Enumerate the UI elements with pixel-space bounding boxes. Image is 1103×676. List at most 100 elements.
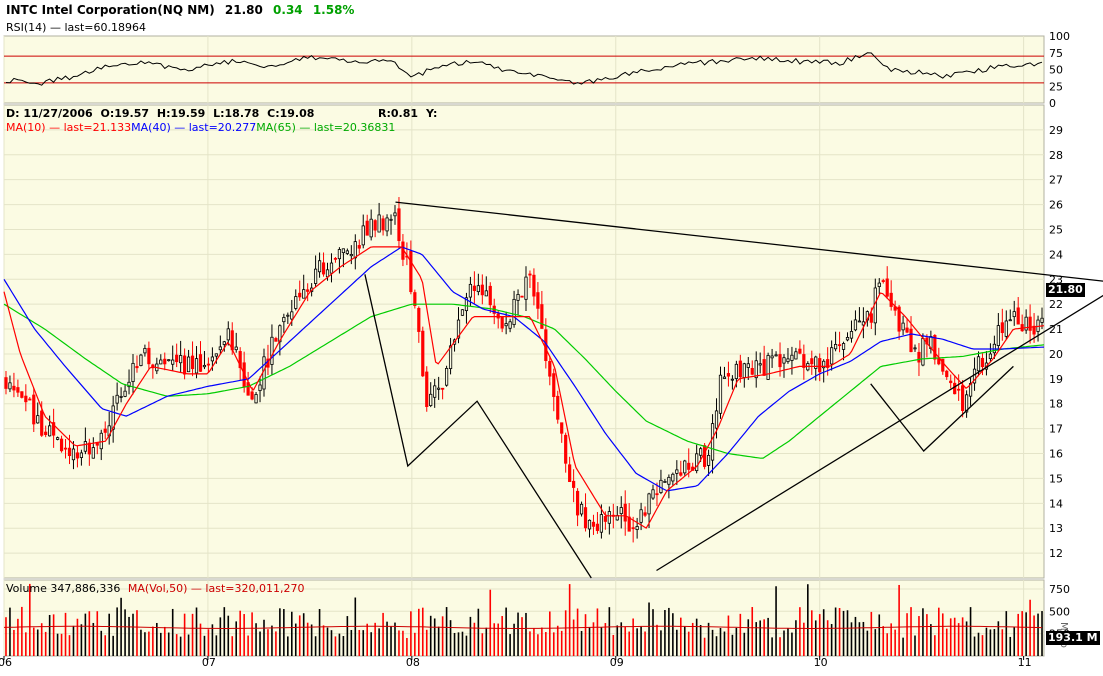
candle-body — [779, 355, 781, 367]
candle-body — [132, 363, 134, 381]
candle-body — [902, 323, 904, 330]
candle-body — [580, 504, 582, 514]
chart-header: INTC Intel Corporation(NQ NM) 21.80 0.34… — [6, 4, 354, 17]
candle-body — [426, 372, 428, 407]
candle-body — [76, 453, 78, 458]
price-tick-label: 13 — [1049, 522, 1063, 535]
candle-body — [501, 316, 503, 328]
candle-body — [961, 386, 963, 411]
candle-body — [160, 360, 162, 364]
volume-tick-label: 500 — [1049, 605, 1070, 618]
candle-body — [850, 331, 852, 338]
candle-body — [362, 226, 364, 245]
candle-body — [144, 348, 146, 352]
candle-body — [445, 368, 447, 385]
x-tick-label: 10 — [814, 656, 828, 669]
candle-body — [537, 293, 539, 309]
candle-body — [509, 322, 511, 328]
candle-body — [703, 446, 705, 467]
candle-body — [283, 317, 285, 321]
candle-body — [306, 290, 308, 292]
candle-body — [803, 355, 805, 368]
candle-body — [489, 286, 491, 304]
candle-body — [461, 310, 463, 316]
candle-body — [977, 357, 979, 371]
candle-body — [521, 296, 523, 297]
candle-body — [354, 242, 356, 258]
price-tick-label: 27 — [1049, 174, 1063, 187]
candle-body — [227, 329, 229, 340]
candle-body — [517, 294, 519, 300]
candle-body — [287, 315, 289, 316]
candle-body — [104, 429, 106, 432]
price-tick-label: 20 — [1049, 348, 1063, 361]
candle-body — [422, 331, 424, 376]
last-price-marker: 21.80 — [1046, 283, 1085, 297]
candle-body — [592, 522, 594, 526]
x-tick-label: 07 — [202, 656, 216, 669]
candle-body — [572, 481, 574, 487]
candle-body — [513, 299, 515, 324]
candle-body — [763, 360, 765, 376]
candle-body — [271, 337, 273, 364]
candle-body — [41, 411, 43, 435]
rsi-legend: RSI(14) — last=60.18964 — [6, 21, 146, 34]
candle-body — [957, 389, 959, 390]
candle-body — [322, 263, 324, 274]
candle-body — [858, 321, 860, 322]
candle-body — [140, 355, 142, 366]
candle-body — [890, 293, 892, 306]
candle-body — [878, 283, 880, 287]
candle-body — [640, 510, 642, 523]
price-tick-label: 29 — [1049, 124, 1063, 137]
candle-body — [846, 337, 848, 340]
candle-body — [346, 251, 348, 254]
candle-body — [775, 355, 777, 356]
candle-body — [219, 347, 221, 350]
ohlc-info: D: 11/27/2006 O:19.57 H:19.59 L:18.78 C:… — [6, 107, 314, 120]
candle-body — [291, 312, 293, 319]
candle-body — [604, 516, 606, 521]
candle-body — [799, 349, 801, 353]
candle-body — [795, 352, 797, 359]
rsi-tick-label: 75 — [1049, 47, 1063, 60]
candle-body — [914, 348, 916, 349]
candle-body — [557, 396, 559, 419]
candle-body — [989, 354, 991, 359]
candle-body — [374, 221, 376, 231]
volume-tick-label: 750 — [1049, 583, 1070, 596]
ohlc-low: L:18.78 — [213, 107, 259, 120]
candle-body — [338, 249, 340, 258]
volume-ma-legend: MA(Vol,50) — last=320,011,270 — [128, 582, 305, 595]
price-tick-label: 12 — [1049, 547, 1063, 560]
candle-body — [723, 377, 725, 379]
candle-body — [620, 508, 622, 514]
candle-body — [259, 385, 261, 391]
candle-body — [72, 449, 74, 460]
candle-body — [811, 359, 813, 364]
candle-body — [739, 361, 741, 377]
candle-body — [382, 219, 384, 230]
candle-body — [199, 355, 201, 372]
candle-body — [688, 463, 690, 469]
candle-body — [394, 213, 396, 216]
price-change: 0.34 — [273, 3, 303, 17]
candle-body — [17, 388, 19, 393]
price-tick-label: 17 — [1049, 423, 1063, 436]
candle-body — [251, 392, 253, 399]
candle-body — [370, 219, 372, 237]
candle-body — [505, 324, 507, 326]
candle-body — [179, 356, 181, 363]
y-readout: Y: — [426, 107, 437, 120]
candle-body — [116, 395, 118, 403]
rsi-tick-label: 100 — [1049, 30, 1070, 43]
candle-body — [207, 364, 209, 365]
candle-body — [946, 371, 948, 377]
price-pane — [4, 105, 1044, 578]
candle-body — [100, 433, 102, 448]
candle-body — [342, 249, 344, 253]
price-tick-label: 26 — [1049, 199, 1063, 212]
candle-body — [172, 360, 174, 364]
candle-body — [21, 392, 23, 398]
